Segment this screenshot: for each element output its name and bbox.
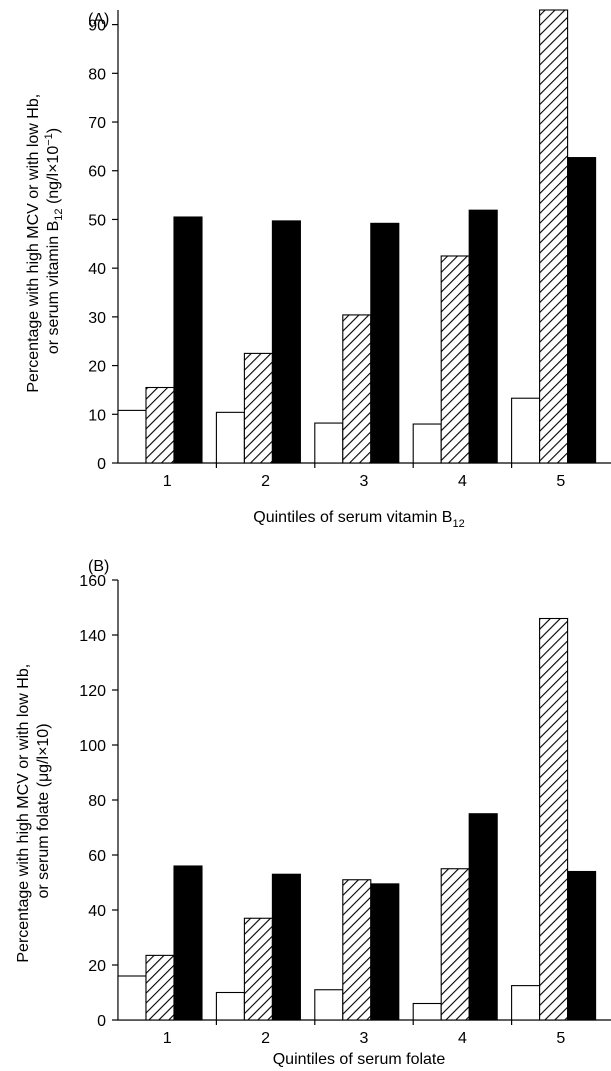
bar-black-q1 — [173, 216, 203, 464]
panel-b-ylabel-line1: Percentage with high MCV or with low Hb, — [15, 664, 32, 963]
y-tick-label: 60 — [88, 848, 106, 865]
panel-b-label: (B) — [88, 558, 109, 575]
x-tick-label: 4 — [458, 1030, 467, 1047]
bar-white-q5 — [511, 985, 541, 1021]
y-tick-label: 90 — [88, 18, 106, 35]
panel-b-xlabel: Quintiles of serum folate — [273, 1051, 446, 1068]
bar-hatched-q1 — [145, 386, 175, 464]
panel-a-ylabel-line2-sub: 12 — [53, 208, 65, 220]
bar-hatched-q1 — [145, 954, 175, 1021]
bar-white-q3 — [314, 989, 344, 1021]
y-tick-label: 20 — [88, 958, 106, 975]
bar-black-q3 — [370, 883, 400, 1021]
x-tick-label: 1 — [163, 1030, 172, 1047]
panel-b-plot: 0 20 40 60 80 100 120 140 160 1 2 3 4 5 — [79, 573, 611, 1047]
x-tick-label: 3 — [360, 473, 369, 490]
bar-black-q2 — [271, 220, 301, 464]
y-tick-label: 20 — [88, 359, 106, 376]
panel-a: (A) Percentage with high MCV or with low… — [25, 9, 611, 530]
x-tick-label: 1 — [163, 473, 172, 490]
y-tick-label: 50 — [88, 212, 106, 229]
panel-a-xlabel-pre: Quintiles of serum vitamin B — [253, 509, 452, 526]
x-tick-label: 3 — [360, 1030, 369, 1047]
bar-white-q2 — [215, 991, 245, 1021]
x-tick-label: 4 — [458, 473, 467, 490]
x-tick-label: 2 — [261, 1030, 270, 1047]
bar-hatched-q2 — [243, 917, 273, 1021]
y-tick-label: 30 — [88, 310, 106, 327]
y-tick-label: 160 — [79, 573, 106, 590]
y-tick-label: 70 — [88, 115, 106, 132]
bar-hatched-q2 — [243, 352, 273, 464]
y-tick-label: 140 — [79, 628, 106, 645]
bar-black-q3 — [370, 222, 400, 464]
bar-white-q1 — [117, 975, 147, 1021]
panel-a-xlabel: Quintiles of serum vitamin B12 — [253, 509, 464, 530]
panel-a-ylabel-line2-mid: (ng/l×10 — [45, 146, 62, 209]
panel-b-ylabel: Percentage with high MCV or with low Hb,… — [15, 659, 52, 962]
y-tick-label: 100 — [79, 738, 106, 755]
bar-white-q1 — [117, 409, 147, 464]
panel-a-plot: 0 10 20 30 40 50 60 70 80 90 1 2 3 4 5 — [88, 9, 611, 490]
bar-hatched-q4 — [440, 255, 470, 464]
x-tick-label: 5 — [556, 1030, 565, 1047]
bar-hatched-q5 — [539, 9, 569, 464]
bar-hatched-q4 — [440, 868, 470, 1021]
bar-black-q1 — [173, 865, 203, 1021]
panel-a-label: (A) — [88, 11, 109, 28]
bar-black-q4 — [468, 813, 498, 1021]
panel-a-ylabel: Percentage with high MCV or with low Hb,… — [25, 89, 65, 392]
y-tick-label: 40 — [88, 903, 106, 920]
panel-a-ylabel-line2-sup: −1 — [43, 133, 55, 146]
y-tick-label: 0 — [97, 456, 106, 473]
y-tick-label: 60 — [88, 164, 106, 181]
bar-white-q4 — [412, 1002, 442, 1021]
panel-b: (B) Percentage with high MCV or with low… — [15, 558, 611, 1068]
panel-a-ylabel-line1: Percentage with high MCV or with low Hb, — [25, 94, 42, 393]
bar-hatched-q3 — [342, 879, 372, 1021]
x-tick-label: 2 — [261, 473, 270, 490]
y-tick-label: 120 — [79, 683, 106, 700]
panel-b-ylabel-line2: or serum folate (μg/l×10) — [35, 723, 52, 898]
y-tick-label: 0 — [97, 1013, 106, 1030]
bar-black-q5 — [567, 870, 597, 1021]
panel-a-ylabel-line2-pre: or serum vitamin B — [45, 221, 62, 354]
panel-a-ylabel-line2-post: ) — [45, 128, 62, 133]
panel-a-xlabel-sub: 12 — [452, 518, 464, 530]
bar-hatched-q5 — [539, 617, 569, 1021]
bar-black-q4 — [468, 209, 498, 464]
bar-white-q2 — [215, 411, 245, 464]
y-tick-label: 40 — [88, 261, 106, 278]
bar-black-q2 — [271, 873, 301, 1021]
bar-white-q3 — [314, 422, 344, 464]
x-tick-label: 5 — [556, 473, 565, 490]
bar-white-q5 — [511, 397, 541, 464]
y-tick-label: 80 — [88, 66, 106, 83]
y-tick-label: 10 — [88, 407, 106, 424]
bar-hatched-q3 — [342, 314, 372, 464]
y-tick-label: 80 — [88, 793, 106, 810]
bar-black-q5 — [567, 157, 597, 464]
bar-white-q4 — [412, 423, 442, 464]
